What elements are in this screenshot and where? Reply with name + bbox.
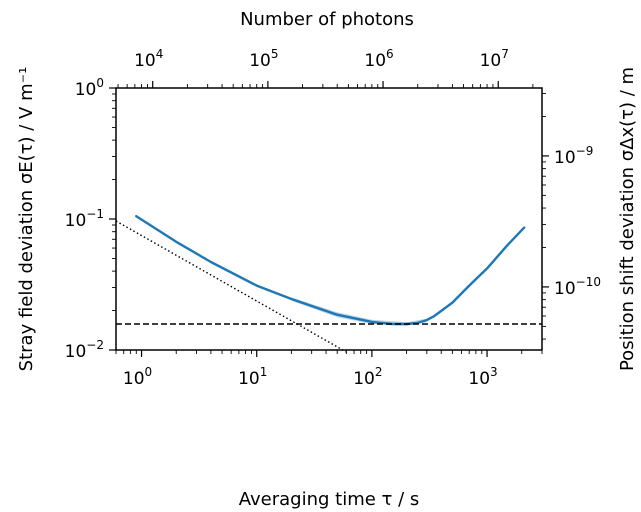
confidence-band: [291, 297, 427, 326]
tick-labels: 100 101 102 103 104 105 106 107 10−2 10−1 100 10−10…: [65, 47, 601, 389]
axis-ticks: [109, 81, 549, 357]
y2-tick-label: 10−10: [554, 275, 601, 299]
x-tick-label: 101: [238, 365, 267, 389]
y-axis-label: Stray field deviation σE(τ) / V m⁻¹: [16, 67, 37, 372]
x2-tick-label: 105: [249, 47, 278, 71]
x2-tick-label: 106: [364, 47, 393, 71]
deviation-curve: [135, 214, 526, 326]
uncertainty-band: [291, 297, 427, 326]
x2-tick-label: 104: [134, 47, 163, 71]
y2-tick-label: 10−9: [554, 144, 593, 168]
series-lines: [115, 214, 542, 353]
y-tick-label: 10−2: [65, 338, 104, 362]
x-tick-label: 103: [468, 365, 497, 389]
x2-tick-label: 107: [480, 47, 509, 71]
x-tick-label: 102: [353, 365, 382, 389]
y-tick-label: 10−1: [65, 207, 104, 231]
y2-axis-label: Position shift deviation σΔx(τ) / m: [617, 67, 638, 371]
y-tick-label: 100: [75, 76, 104, 100]
x2-axis-label: Number of photons: [240, 9, 414, 30]
x-axis-label: Averaging time τ / s: [239, 489, 420, 510]
dotted-reference-line: [115, 220, 347, 353]
x-tick-label: 100: [123, 365, 152, 389]
